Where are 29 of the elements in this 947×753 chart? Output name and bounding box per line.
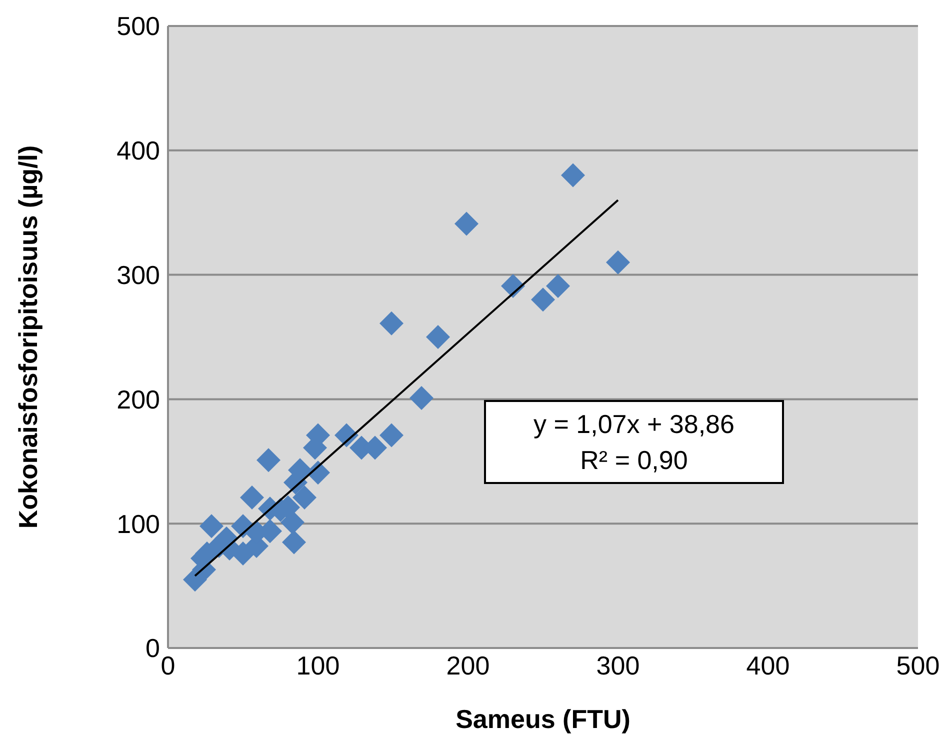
point <box>426 325 450 349</box>
annotation: y = 1,07x + 38,86 <box>532 408 736 441</box>
x-axis-title: Sameus (FTU) <box>456 704 630 734</box>
y-tick-label: 200 <box>116 384 160 414</box>
point <box>256 448 280 472</box>
y-axis-title: Kokonaisfosforipitoisuus (µg/l) <box>13 145 44 529</box>
point <box>410 386 434 410</box>
point <box>561 163 585 188</box>
point <box>292 485 316 510</box>
x-tick-label: 400 <box>746 650 790 680</box>
point <box>200 514 224 538</box>
point <box>282 530 306 554</box>
x-tick-label: 100 <box>296 650 340 680</box>
point <box>546 274 570 298</box>
y-tick-label: 400 <box>116 136 160 166</box>
point <box>606 250 630 274</box>
annotation: R² = 0,90 <box>579 444 689 477</box>
point <box>531 288 555 312</box>
point <box>380 311 404 336</box>
y-tick-label: 500 <box>116 11 160 42</box>
point <box>454 212 478 236</box>
point <box>240 485 264 510</box>
point <box>380 423 404 448</box>
x-tick-label: 300 <box>596 650 640 680</box>
y-tick-label: 100 <box>116 508 160 539</box>
x-tick-label: 200 <box>446 650 490 680</box>
text-box: y = 1,07x + 38,86 R² = 0,90 <box>484 400 784 484</box>
x-tick-label: 500 <box>896 650 940 680</box>
y-tick-label: 300 <box>116 260 160 290</box>
